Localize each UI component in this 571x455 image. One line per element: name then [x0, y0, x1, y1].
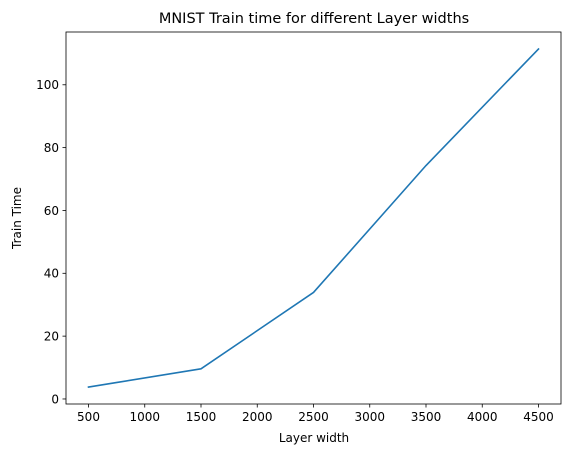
x-axis: 500 1000 1500 2000 2500 3000 3500 4000 4500: [77, 404, 554, 424]
x-tick-label: 3500: [411, 410, 442, 424]
x-tick-label: 2000: [242, 410, 273, 424]
x-tick-label: 4000: [467, 410, 498, 424]
x-axis-label: Layer width: [279, 431, 349, 445]
plot-frame: [65, 31, 562, 405]
y-tick-label: 60: [44, 204, 59, 218]
y-tick-label: 40: [44, 267, 59, 281]
y-tick-label: 100: [36, 78, 59, 92]
x-tick-label: 1500: [186, 410, 217, 424]
series-line: [87, 47, 540, 388]
y-tick-label: 20: [44, 329, 59, 343]
y-tick-label: 0: [51, 392, 59, 406]
y-axis: 0 20 40 60 80 100: [36, 78, 66, 406]
chart-title: MNIST Train time for different Layer wid…: [159, 11, 469, 27]
series-layer: [87, 47, 540, 388]
y-axis-label: Train Time: [10, 187, 24, 250]
x-tick-label: 3000: [354, 410, 385, 424]
x-tick-label: 1000: [129, 410, 160, 424]
y-tick-label: 80: [44, 141, 59, 155]
x-tick-label: 2500: [298, 410, 329, 424]
x-tick-label: 500: [77, 410, 100, 424]
x-tick-label: 4500: [523, 410, 554, 424]
